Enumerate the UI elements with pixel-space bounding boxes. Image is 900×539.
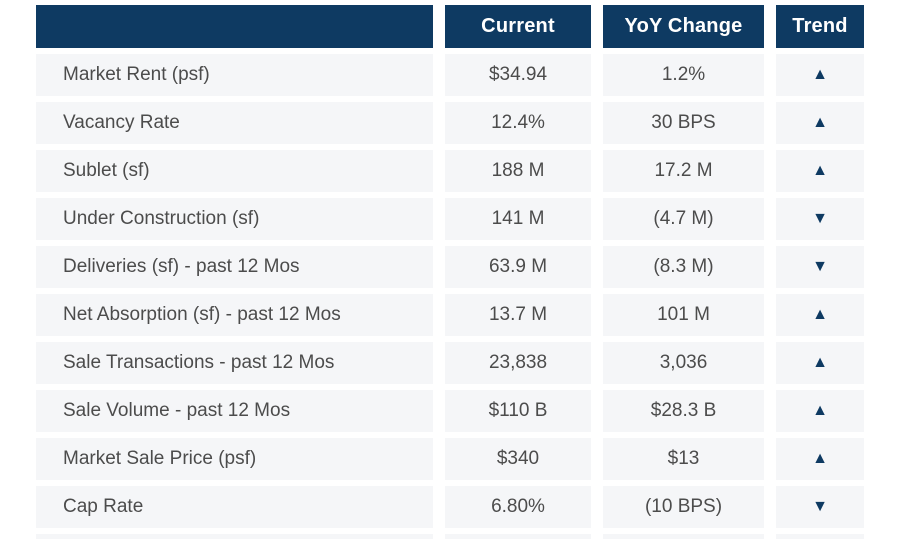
clipped-cell: [36, 534, 433, 539]
table-row: Under Construction (sf) 141 M (4.7 M) ▼: [36, 198, 864, 240]
trend-down-icon: ▼: [812, 258, 828, 275]
trend-up-icon: ▲: [812, 402, 828, 419]
header-cell-current: Current: [445, 5, 591, 48]
table-row: Sublet (sf) 188 M 17.2 M ▲: [36, 150, 864, 192]
current-value: $110 B: [445, 390, 591, 432]
trend-down-icon: ▼: [812, 498, 828, 515]
trend-up-icon: ▲: [812, 162, 828, 179]
clipped-cell: [776, 534, 864, 539]
table-body: Market Rent (psf) $34.94 1.2% ▲ Vacancy …: [36, 54, 864, 528]
current-value: 6.80%: [445, 486, 591, 528]
yoy-change-value: (8.3 M): [603, 246, 764, 288]
yoy-change-value: 30 BPS: [603, 102, 764, 144]
trend-cell: ▲: [776, 54, 864, 96]
table-row: Market Sale Price (psf) $340 $13 ▲: [36, 438, 864, 480]
table-row: Cap Rate 6.80% (10 BPS) ▼: [36, 486, 864, 528]
clipped-cell: [445, 534, 591, 539]
yoy-change-value: (4.7 M): [603, 198, 764, 240]
yoy-change-value: 101 M: [603, 294, 764, 336]
trend-up-icon: ▲: [812, 450, 828, 467]
market-stats-table: Current YoY Change Trend Market Rent (ps…: [36, 5, 864, 539]
header-cell-yoy-change: YoY Change: [603, 5, 764, 48]
table-row: Deliveries (sf) - past 12 Mos 63.9 M (8.…: [36, 246, 864, 288]
metric-label: Market Sale Price (psf): [36, 438, 433, 480]
header-cell-trend: Trend: [776, 5, 864, 48]
current-value: 188 M: [445, 150, 591, 192]
yoy-change-value: 17.2 M: [603, 150, 764, 192]
metric-label: Sale Transactions - past 12 Mos: [36, 342, 433, 384]
metric-label: Sublet (sf): [36, 150, 433, 192]
trend-cell: ▲: [776, 294, 864, 336]
trend-cell: ▼: [776, 246, 864, 288]
yoy-change-value: (10 BPS): [603, 486, 764, 528]
trend-cell: ▲: [776, 102, 864, 144]
trend-down-icon: ▼: [812, 210, 828, 227]
current-value: 63.9 M: [445, 246, 591, 288]
metric-label: Market Rent (psf): [36, 54, 433, 96]
table-row: Market Rent (psf) $34.94 1.2% ▲: [36, 54, 864, 96]
current-value: $340: [445, 438, 591, 480]
metric-label: Vacancy Rate: [36, 102, 433, 144]
current-value: 13.7 M: [445, 294, 591, 336]
yoy-change-value: $28.3 B: [603, 390, 764, 432]
table-row: Vacancy Rate 12.4% 30 BPS ▲: [36, 102, 864, 144]
table-header-row: Current YoY Change Trend: [36, 5, 864, 48]
metric-label: Deliveries (sf) - past 12 Mos: [36, 246, 433, 288]
yoy-change-value: 1.2%: [603, 54, 764, 96]
trend-up-icon: ▲: [812, 354, 828, 371]
trend-cell: ▲: [776, 150, 864, 192]
trend-cell: ▲: [776, 342, 864, 384]
header-cell-metric: [36, 5, 433, 48]
metric-label: Under Construction (sf): [36, 198, 433, 240]
current-value: 23,838: [445, 342, 591, 384]
yoy-change-value: $13: [603, 438, 764, 480]
yoy-change-value: 3,036: [603, 342, 764, 384]
trend-up-icon: ▲: [812, 114, 828, 131]
trend-up-icon: ▲: [812, 306, 828, 323]
table-row: Net Absorption (sf) - past 12 Mos 13.7 M…: [36, 294, 864, 336]
current-value: 12.4%: [445, 102, 591, 144]
current-value: $34.94: [445, 54, 591, 96]
metric-label: Cap Rate: [36, 486, 433, 528]
clipped-next-row-strip: [36, 534, 864, 539]
trend-cell: ▼: [776, 198, 864, 240]
table-row: Sale Volume - past 12 Mos $110 B $28.3 B…: [36, 390, 864, 432]
table-row: Sale Transactions - past 12 Mos 23,838 3…: [36, 342, 864, 384]
trend-cell: ▼: [776, 486, 864, 528]
trend-up-icon: ▲: [812, 66, 828, 83]
clipped-cell: [603, 534, 764, 539]
current-value: 141 M: [445, 198, 591, 240]
trend-cell: ▲: [776, 390, 864, 432]
metric-label: Sale Volume - past 12 Mos: [36, 390, 433, 432]
trend-cell: ▲: [776, 438, 864, 480]
metric-label: Net Absorption (sf) - past 12 Mos: [36, 294, 433, 336]
